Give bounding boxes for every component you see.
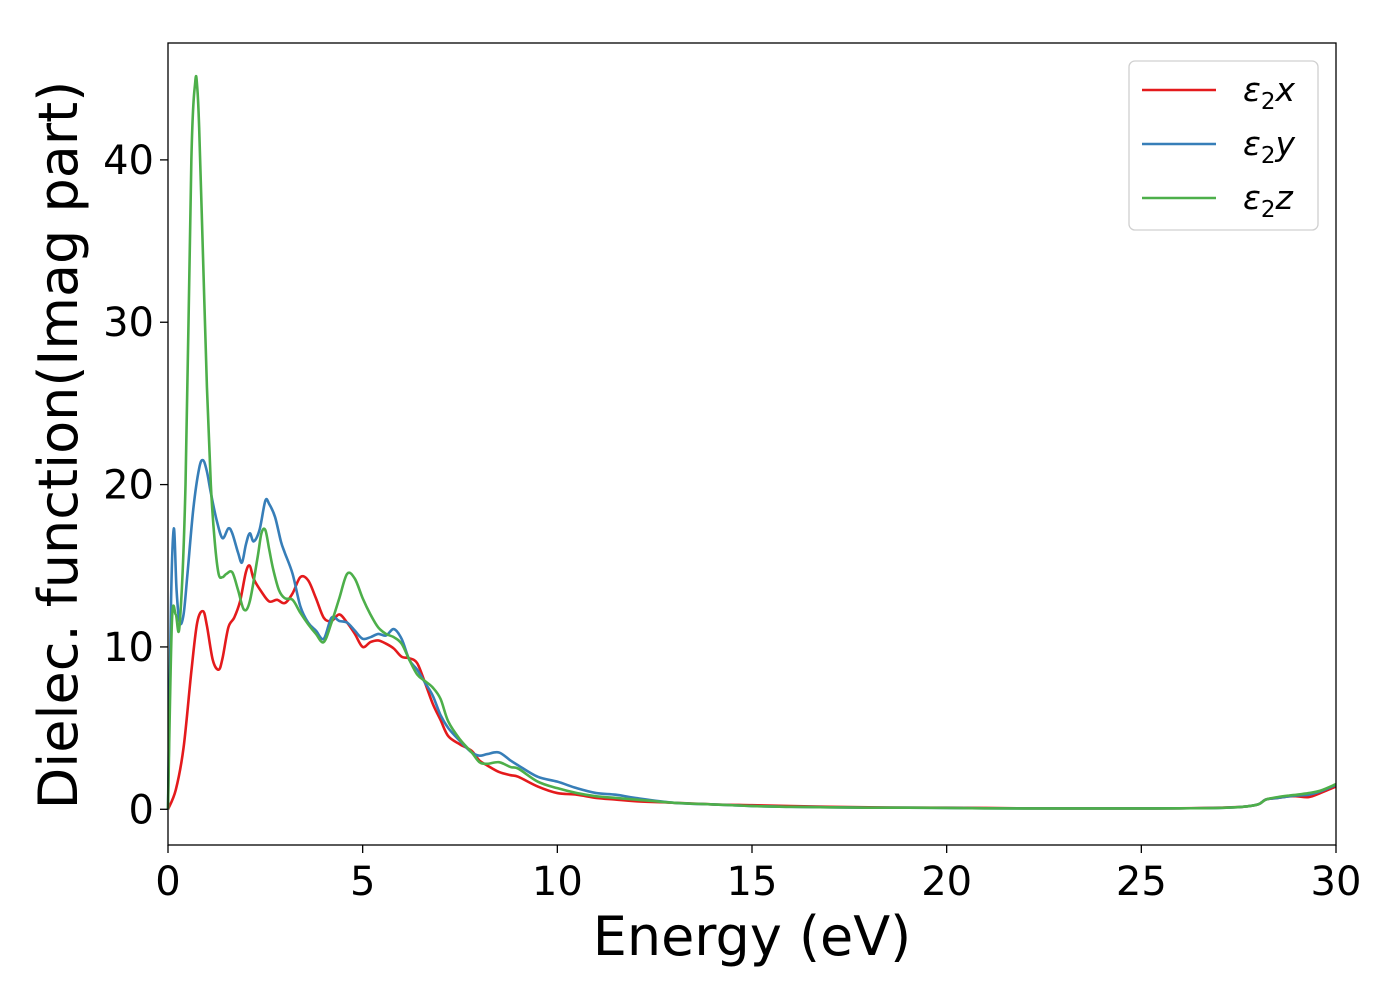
series-line-z (166, 74, 1337, 810)
x-tick-label: 30 (1311, 859, 1362, 905)
x-tick-label: 0 (155, 859, 180, 905)
y-tick-label: 20 (103, 463, 154, 509)
x-tick-label: 5 (350, 859, 375, 905)
legend-frame (1128, 60, 1319, 231)
axis-ticks: 0 5 10 15 20 25 30 0 10 20 30 40 (103, 138, 1361, 905)
x-tick-label: 15 (727, 859, 778, 905)
y-tick-label: 0 (129, 787, 154, 833)
series-line-y (166, 458, 1337, 810)
legend-label-y: ε2y (1243, 124, 1295, 169)
legend-label-z: ε2z (1243, 178, 1293, 223)
y-tick-label: 40 (103, 138, 154, 184)
y-axis-label: Dielec. function(Imag part) (27, 81, 90, 810)
y-tick-label: 30 (103, 300, 154, 346)
legend: ε2x ε2y ε2z (1128, 60, 1319, 231)
plot-area-frame (167, 42, 1337, 846)
x-tick-label: 10 (532, 859, 583, 905)
x-tick-label: 25 (1116, 859, 1167, 905)
series-lines (166, 74, 1337, 810)
y-tick-label: 10 (103, 625, 154, 671)
legend-label-x: ε2x (1243, 70, 1295, 115)
x-axis-label: Energy (eV) (593, 905, 912, 968)
x-tick-label: 20 (921, 859, 972, 905)
series-line-x (166, 564, 1337, 810)
